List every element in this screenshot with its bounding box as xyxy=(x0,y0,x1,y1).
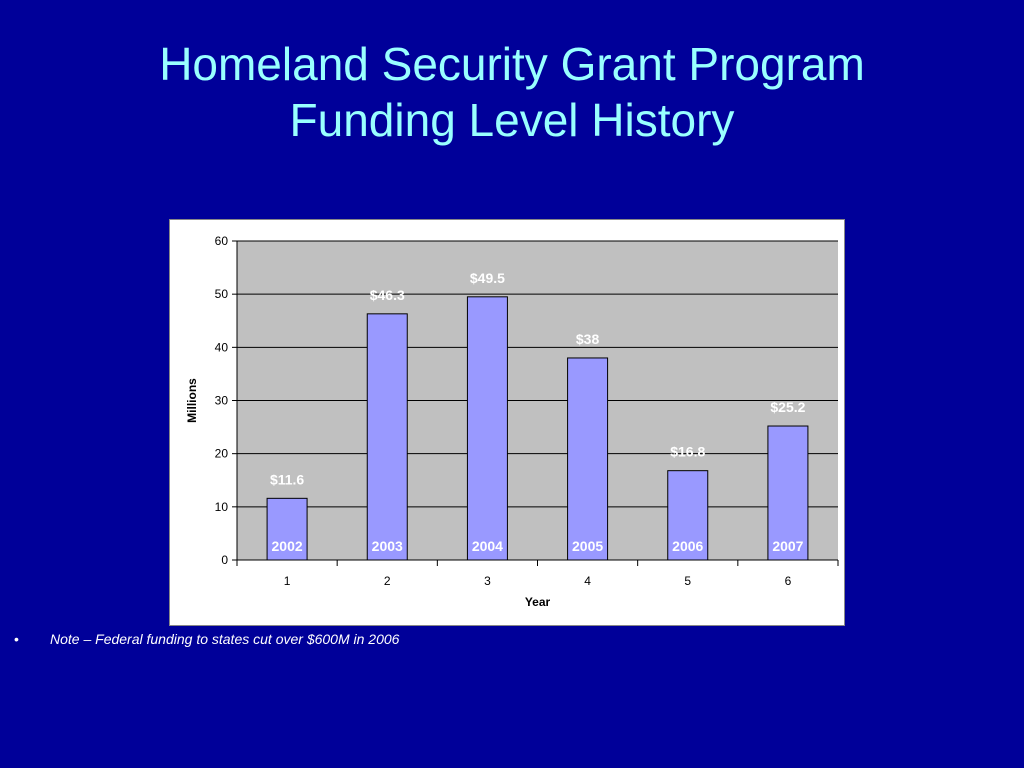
bar-chart: 0 10 20 30 40 50 60 $11.6 2002 1 $46.3 2003 2 $49.5 20… xyxy=(185,234,839,609)
y-tick-label: 0 xyxy=(221,553,228,567)
footnote: • Note – Federal funding to states cut ov… xyxy=(14,631,399,647)
x-tick-label: 3 xyxy=(484,574,491,588)
bar-2006 xyxy=(667,470,709,561)
slide-title: Homeland Security Grant Program Funding … xyxy=(0,36,1024,148)
bar-2007 xyxy=(767,425,809,561)
x-tick-label: 2 xyxy=(384,574,391,588)
bar-2003 xyxy=(366,313,408,561)
x-tick-label: 1 xyxy=(284,574,291,588)
year-label: 2007 xyxy=(772,538,803,554)
y-axis-title: Millions xyxy=(185,378,199,423)
title-line-1: Homeland Security Grant Program xyxy=(159,38,865,90)
bar-2002 xyxy=(266,497,308,561)
value-label: $11.6 xyxy=(270,471,304,487)
x-tick-label: 5 xyxy=(684,574,691,588)
value-label: $25.2 xyxy=(770,399,805,415)
y-tick-label: 20 xyxy=(215,447,229,461)
bullet-icon: • xyxy=(14,631,19,647)
year-label: 2005 xyxy=(572,538,603,554)
value-label: $49.5 xyxy=(470,270,505,286)
chart-panel: 0 10 20 30 40 50 60 $11.6 2002 1 $46.3 2003 2 $49.5 20… xyxy=(169,219,845,626)
value-label: $38 xyxy=(576,331,600,347)
year-label: 2006 xyxy=(672,538,703,554)
year-label: 2003 xyxy=(372,538,403,554)
bar-2005 xyxy=(567,357,609,561)
y-tick-label: 60 xyxy=(215,234,229,248)
year-label: 2002 xyxy=(272,538,303,554)
footnote-text: Note – Federal funding to states cut ove… xyxy=(50,631,400,647)
y-tick-label: 30 xyxy=(215,394,229,408)
title-line-2: Funding Level History xyxy=(289,94,735,146)
y-tick-label: 50 xyxy=(215,287,229,301)
y-tick-label: 40 xyxy=(215,340,229,354)
x-tick-label: 4 xyxy=(584,574,591,588)
value-label: $16.8 xyxy=(670,444,705,460)
x-axis-title: Year xyxy=(525,595,551,609)
value-label: $46.3 xyxy=(370,287,405,303)
x-tick-label: 6 xyxy=(785,574,792,588)
year-label: 2004 xyxy=(472,538,503,554)
y-tick-label: 10 xyxy=(215,500,229,514)
bar-2004 xyxy=(466,296,508,561)
